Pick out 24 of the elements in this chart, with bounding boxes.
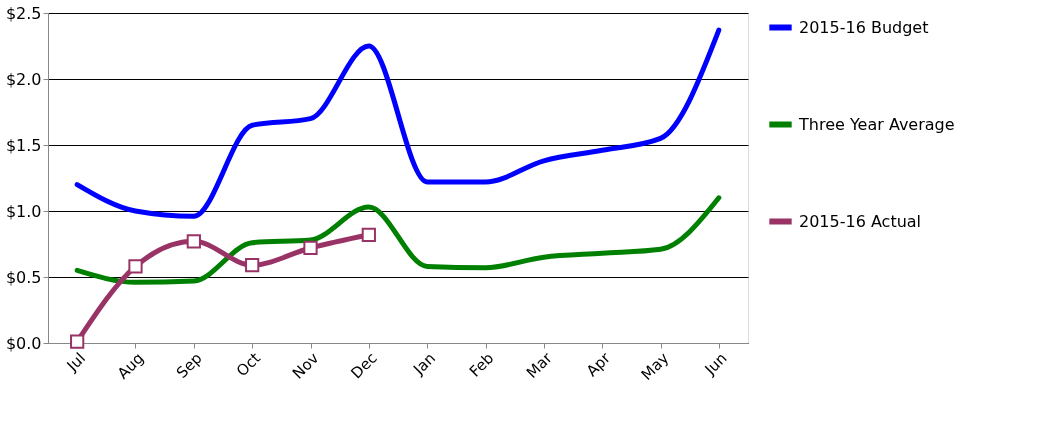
x-tick-label: Jun [700, 349, 731, 380]
legend-label: 2015-16 Budget [799, 17, 929, 37]
x-tick-label: Oct [232, 349, 265, 381]
y-tick-label: $0.0 [5, 333, 42, 353]
x-tick-label: Jul [62, 349, 89, 376]
point [245, 258, 260, 273]
legend-label: Three Year Average [798, 114, 955, 134]
point [70, 334, 85, 349]
x-tick-label: Sep [172, 349, 206, 382]
x-tick-label: Mar [522, 348, 557, 382]
point [128, 259, 143, 274]
x-tick-label: Dec [347, 349, 381, 383]
x-tick-label: Apr [582, 348, 615, 381]
y-tick-label: $1.0 [5, 201, 42, 221]
y-tick-label: $0.5 [5, 267, 42, 287]
y-tick-label: $1.5 [5, 135, 42, 155]
y-tick-label: $2.5 [5, 3, 42, 23]
point [303, 240, 318, 256]
x-tick-label: Jan [409, 349, 439, 379]
y-tick-label: $2.0 [5, 69, 42, 89]
point [186, 234, 201, 249]
x-tick-label: Feb [465, 349, 498, 381]
legend-label: 2015-16 Actual [799, 211, 922, 231]
point [361, 227, 376, 242]
